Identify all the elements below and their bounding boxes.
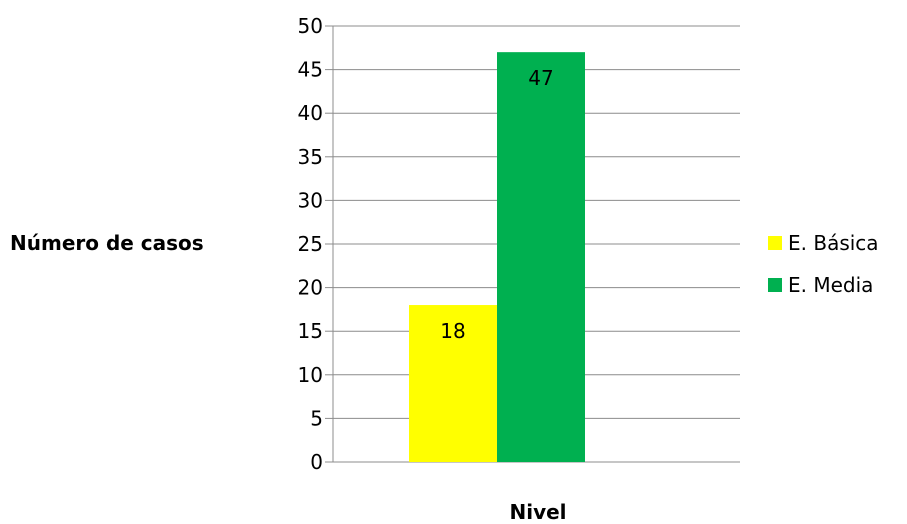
y-tick-label: 25 [298,232,323,256]
legend-label: E. Básica [788,231,879,255]
bar-e-media [497,52,585,462]
y-tick-label: 20 [298,276,323,300]
y-tick-label: 50 [298,14,323,38]
data-label: 47 [528,66,553,90]
y-tick-label: 0 [310,450,323,474]
y-tick-label: 5 [310,406,323,430]
y-tick-label: 40 [298,101,323,125]
x-axis-label: Nivel [509,500,567,524]
y-axis-label: Número de casos [10,231,204,255]
y-tick-label: 10 [298,363,323,387]
legend-label: E. Media [788,273,873,297]
legend-swatch [768,278,782,292]
bar-e-b-sica [409,305,497,462]
y-tick-label: 35 [298,145,323,169]
y-tick-label: 30 [298,188,323,212]
y-tick-label: 15 [298,319,323,343]
y-tick-label: 45 [298,58,323,82]
data-label: 18 [440,319,465,343]
legend-swatch [768,236,782,250]
